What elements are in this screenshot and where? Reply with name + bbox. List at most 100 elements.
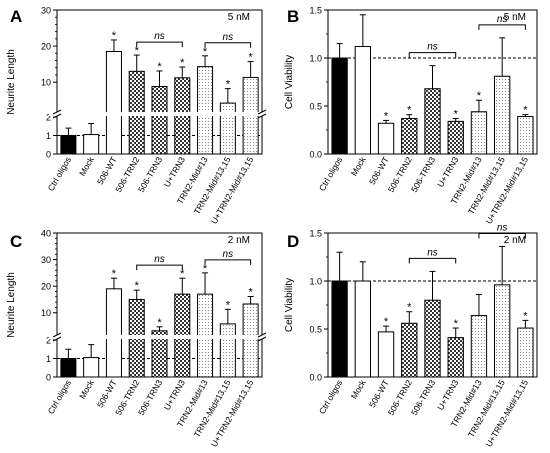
bar-TRN2-Mid#13,15 [494,75,511,155]
y-tick-label: 1.0 [309,277,322,287]
panel-B: 0.0 0.5 1.0 1.5 * * * * * ns ns Ctrl oligos Mock 506-… [284,6,538,226]
y-tick-label: 40 [41,229,51,239]
ns-label: ns [427,42,438,53]
significance-bracket [408,257,457,264]
y-tick-label: 10 [41,308,51,318]
significance-star: * [226,299,231,311]
panel-letter: C [10,232,22,251]
significance-star: * [454,318,459,330]
y-tick-label: 2 [46,113,51,123]
x-tick-label: Ctrl oligos [46,378,74,416]
bar-Mock [83,134,100,155]
y-tick-label: 10 [41,78,51,88]
axis-break-mark [257,113,267,119]
axis-break-mark [257,109,267,115]
significance-star: * [248,52,253,64]
bar-U+TRN3 [447,337,464,378]
significance-bracket [204,42,252,48]
bar-506-TRN2 [401,322,418,378]
significance-star: * [203,46,208,58]
significance-bracket [204,259,252,265]
axis-break-mark [257,332,267,338]
y-tick-label: 0 [46,373,51,383]
y-tick-label: 0.0 [309,373,322,383]
significance-star: * [407,105,412,117]
bar-TRN2-Mid#13,15 [219,102,236,155]
x-tick-label: U+TRN2-Mid#13,15 [209,155,256,226]
axis-break-mark [52,336,62,342]
bar-506-TRN3 [424,299,441,378]
y-tick-label: 30 [41,255,51,265]
significance-star: * [157,317,162,329]
bar-506-WT [105,288,122,378]
bar-506-WT [377,122,395,155]
bar-Ctrl oligos [331,280,348,378]
y-tick-label: 1.5 [309,229,322,239]
y-axis-title: Cell Viability [284,278,295,332]
bar-506-TRN2 [401,117,418,155]
x-tick-label: U+TRN3 [162,378,187,412]
y-tick-label: 0 [46,150,51,160]
x-tick-label: 506-WT [367,378,391,409]
y-tick-label: 1 [46,131,51,141]
y-axis-title: Neurite Length [6,49,17,115]
bar-U+TRN2-Mid#13,15 [517,116,534,155]
panel-letter: B [287,7,299,26]
significance-star: * [135,45,140,57]
bar-TRN2-Mid#13 [197,66,214,155]
panel-D: 0.0 0.5 1.0 1.5 * * * * ns ns Ctrl oligos Mock 506-W… [284,222,538,449]
x-tick-label: Mock [77,154,96,177]
axis-break-gap [49,112,270,116]
bar-Ctrl oligos [60,358,77,378]
y-tick-label: 20 [41,42,51,52]
axis-break-gap [49,335,270,339]
x-tick-label: U+TRN3 [435,155,460,189]
bar-506-TRN3 [424,88,441,155]
significance-bracket [478,232,526,239]
x-tick-label: U+TRN2-Mid#13,15 [484,155,531,226]
significance-star: * [112,30,117,42]
x-tick-label: U+TRN3 [435,378,460,412]
ns-label: ns [497,222,508,233]
significance-star: * [523,310,528,322]
bar-U+TRN2-Mid#13,15 [242,303,259,378]
bar-Mock [83,357,100,378]
ns-label: ns [223,249,234,260]
significance-star: * [384,110,389,122]
concentration-label: 5 nM [504,12,526,23]
axis-break-mark [52,109,62,115]
concentration-label: 2 nM [228,235,250,246]
significance-star: * [407,302,412,314]
y-tick-label: 1.5 [309,6,322,16]
x-tick-label: U+TRN2-Mid#13,15 [484,378,531,449]
x-tick-label: Mock [77,377,96,400]
y-tick-label: 0.0 [309,150,322,160]
y-tick-label: 1 [46,354,51,364]
x-tick-label: Ctrl oligos [317,155,345,193]
y-tick-label: 20 [41,282,51,292]
panel-C: 0 1 2 10 20 30 40 * * * * * * * ns ns Ctrl oligos Mock 506… [6,229,270,449]
bar-TRN2-Mid#13,15 [494,284,511,378]
x-tick-label: 506-WT [367,155,391,186]
significance-star: * [180,268,185,280]
significance-bracket [136,41,183,48]
significance-star: * [477,90,482,102]
significance-bracket [408,52,457,58]
x-tick-label: Mock [349,154,368,177]
bar-TRN2-Mid#13 [470,315,488,378]
ns-label: ns [497,14,508,25]
ns-label: ns [154,254,165,265]
concentration-label: 2 nM [504,235,526,246]
bar-506-TRN3 [151,85,168,155]
significance-star: * [203,263,208,275]
significance-bracket [136,264,183,271]
x-tick-label: U+TRN3 [162,155,187,189]
y-tick-label: 2 [46,336,51,346]
y-tick-label: 30 [41,6,51,16]
bar-TRN2-Mid#13,15 [219,323,236,378]
x-tick-label: 506-WT [95,378,119,409]
significance-star: * [226,79,231,91]
significance-star: * [180,57,185,69]
y-tick-label: 1.0 [309,54,322,64]
